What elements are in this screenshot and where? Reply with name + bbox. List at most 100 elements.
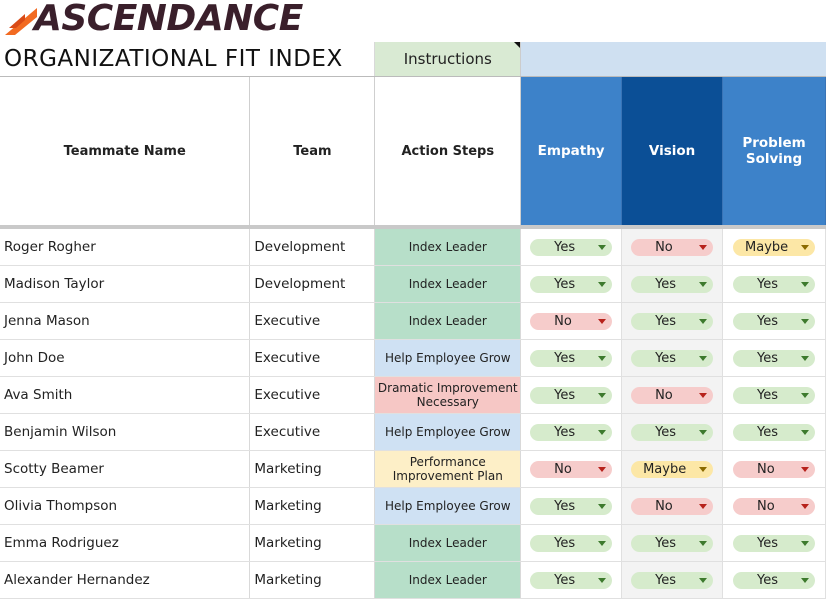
teammate-name-cell[interactable]: Ava Smith — [0, 376, 251, 414]
team-cell[interactable]: Development — [249, 265, 376, 303]
rating-value: No — [757, 498, 775, 514]
rating-value: Maybe — [643, 461, 687, 477]
team-cell[interactable]: Marketing — [249, 450, 376, 488]
table-row: Benjamin Wilson Executive Help Employee Gr… — [0, 413, 826, 451]
dropdown-arrow-icon — [801, 355, 810, 361]
team-cell[interactable]: Marketing — [249, 561, 376, 599]
empathy-cell: No — [520, 302, 623, 340]
instructions-label: Instructions — [403, 50, 492, 68]
teammate-name-cell[interactable]: John Doe — [0, 339, 251, 377]
rating-dropdown[interactable]: No — [733, 460, 816, 478]
rating-value: No — [554, 461, 572, 477]
action-step-cell[interactable]: Index Leader — [374, 227, 522, 266]
rating-dropdown[interactable]: Yes — [530, 238, 613, 256]
action-step-cell[interactable]: Dramatic Improvement Necessary — [374, 376, 522, 414]
rating-value: No — [655, 498, 673, 514]
rating-value: No — [655, 239, 673, 255]
team-cell[interactable]: Executive — [249, 302, 376, 340]
rating-dropdown[interactable]: Yes — [530, 497, 613, 515]
action-step-cell[interactable]: Index Leader — [374, 524, 522, 562]
teammate-name-cell[interactable]: Emma Rodriguez — [0, 524, 251, 562]
fit-index-sheet: ORGANIZATIONAL FIT INDEX Instructions Te… — [0, 42, 826, 599]
rating-value: Yes — [655, 424, 677, 440]
team-cell[interactable]: Executive — [249, 413, 376, 451]
rating-value: Yes — [554, 424, 576, 440]
action-step-cell[interactable]: Index Leader — [374, 302, 522, 340]
sheet-title: ORGANIZATIONAL FIT INDEX — [0, 42, 376, 77]
team-cell[interactable]: Executive — [249, 376, 376, 414]
rating-dropdown[interactable]: Yes — [530, 349, 613, 367]
action-step-cell[interactable]: Help Employee Grow — [374, 487, 522, 525]
teammate-name-cell[interactable]: Jenna Mason — [0, 302, 251, 340]
rating-dropdown[interactable]: Yes — [631, 534, 714, 552]
action-step-cell[interactable]: Index Leader — [374, 265, 522, 303]
rating-dropdown[interactable]: Yes — [733, 386, 816, 404]
problem-solving-cell: Yes — [722, 302, 826, 340]
header-action-steps: Action Steps — [374, 76, 522, 229]
rating-dropdown[interactable]: No — [530, 312, 613, 330]
table-row: Alexander Hernandez Marketing Index Leader… — [0, 561, 826, 599]
rating-value: Yes — [757, 535, 779, 551]
instructions-cell[interactable]: Instructions — [374, 42, 522, 77]
team-cell[interactable]: Executive — [249, 339, 376, 377]
rating-dropdown[interactable]: Yes — [631, 312, 714, 330]
teammate-name-cell[interactable]: Scotty Beamer — [0, 450, 251, 488]
empathy-cell: Yes — [520, 339, 623, 377]
teammate-name-cell[interactable]: Benjamin Wilson — [0, 413, 251, 451]
rating-value: Yes — [757, 424, 779, 440]
team-cell[interactable]: Marketing — [249, 487, 376, 525]
table-row: Roger Rogher Development Index Leader Yes No… — [0, 227, 826, 266]
rating-dropdown[interactable]: Yes — [631, 349, 714, 367]
action-step-text: Index Leader — [408, 536, 487, 550]
teammate-name-cell[interactable]: Alexander Hernandez — [0, 561, 251, 599]
teammate-name-cell[interactable]: Olivia Thompson — [0, 487, 251, 525]
rating-dropdown[interactable]: Yes — [733, 349, 816, 367]
ascendance-logo-mark-icon — [5, 8, 37, 35]
logo-bar: ASCENDANCE — [0, 0, 826, 42]
rating-dropdown[interactable]: Yes — [530, 571, 613, 589]
action-step-cell[interactable]: Help Employee Grow — [374, 413, 522, 451]
action-step-cell[interactable]: Performance Improvement Plan — [374, 450, 522, 488]
rating-dropdown[interactable]: No — [631, 238, 714, 256]
action-step-cell[interactable]: Index Leader — [374, 561, 522, 599]
dropdown-arrow-icon — [598, 577, 607, 583]
vision-cell: Yes — [621, 302, 724, 340]
table-row: Jenna Mason Executive Index Leader No Yes Yes — [0, 302, 826, 340]
dropdown-arrow-icon — [598, 281, 607, 287]
rating-dropdown[interactable]: Maybe — [733, 238, 816, 256]
rating-value: No — [554, 313, 572, 329]
vision-cell: Yes — [621, 524, 724, 562]
rating-dropdown[interactable]: Maybe — [631, 460, 714, 478]
action-step-cell[interactable]: Help Employee Grow — [374, 339, 522, 377]
action-step-text: Dramatic Improvement Necessary — [377, 381, 518, 409]
rating-dropdown[interactable]: No — [733, 497, 816, 515]
team-cell[interactable]: Development — [249, 227, 376, 266]
rating-dropdown[interactable]: Yes — [631, 275, 714, 293]
rating-value: Yes — [757, 572, 779, 588]
rating-dropdown[interactable]: No — [631, 386, 714, 404]
rating-dropdown[interactable]: Yes — [733, 571, 816, 589]
problem-solving-cell: Maybe — [722, 227, 826, 266]
rating-dropdown[interactable]: No — [631, 497, 714, 515]
rating-dropdown[interactable]: Yes — [530, 534, 613, 552]
rating-value: Yes — [655, 535, 677, 551]
empathy-cell: Yes — [520, 561, 623, 599]
dropdown-arrow-icon — [699, 429, 708, 435]
rating-dropdown[interactable]: Yes — [733, 423, 816, 441]
rating-dropdown[interactable]: Yes — [530, 386, 613, 404]
rating-dropdown[interactable]: Yes — [733, 312, 816, 330]
rating-dropdown[interactable]: Yes — [733, 275, 816, 293]
rating-dropdown[interactable]: Yes — [631, 423, 714, 441]
rating-dropdown[interactable]: No — [530, 460, 613, 478]
rating-dropdown[interactable]: Yes — [530, 275, 613, 293]
team-cell[interactable]: Marketing — [249, 524, 376, 562]
rating-dropdown[interactable]: Yes — [530, 423, 613, 441]
empathy-cell: Yes — [520, 524, 623, 562]
dropdown-arrow-icon — [699, 355, 708, 361]
rating-value: Yes — [655, 276, 677, 292]
dropdown-arrow-icon — [801, 503, 810, 509]
teammate-name-cell[interactable]: Roger Rogher — [0, 227, 251, 266]
rating-dropdown[interactable]: Yes — [631, 571, 714, 589]
teammate-name-cell[interactable]: Madison Taylor — [0, 265, 251, 303]
rating-dropdown[interactable]: Yes — [733, 534, 816, 552]
